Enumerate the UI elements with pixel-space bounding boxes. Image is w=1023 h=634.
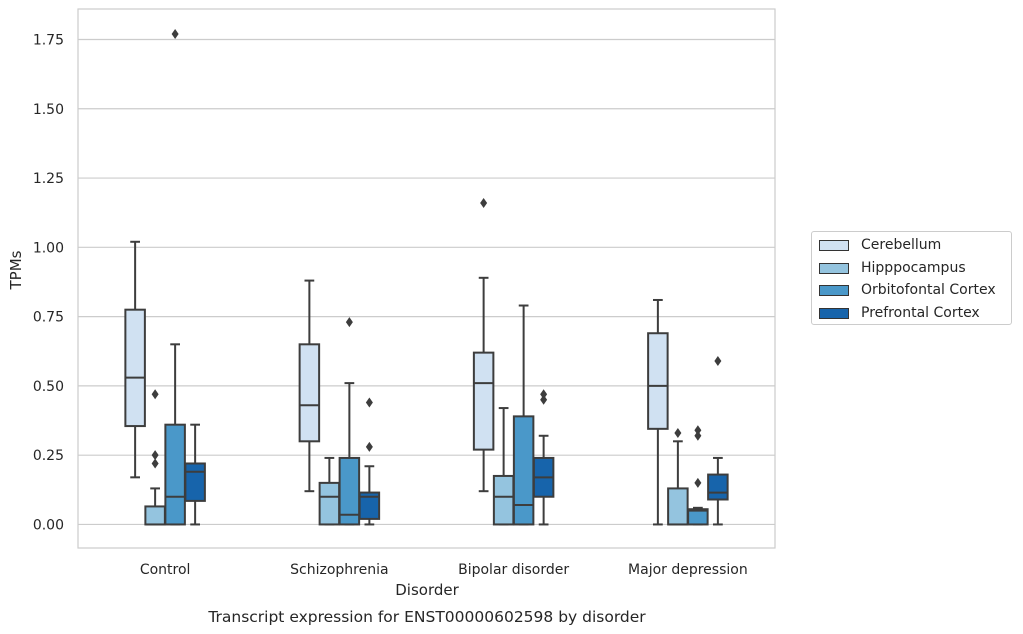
box-cerebellum xyxy=(472,197,495,493)
outlier-point xyxy=(151,389,159,400)
x-tick-label: Major depression xyxy=(628,562,748,578)
box-body xyxy=(338,456,361,526)
box-prefrontal-cortex xyxy=(184,423,206,526)
box-body xyxy=(184,462,206,502)
outlier-point xyxy=(674,427,682,438)
y-tick-label: 1.50 xyxy=(33,102,64,118)
box-body xyxy=(358,491,381,520)
y-tick-label: 0.75 xyxy=(33,310,64,326)
box-body xyxy=(707,473,729,501)
legend-swatch-cerebellum xyxy=(819,239,849,251)
legend-item-hippocampus: Hipppocampus xyxy=(819,259,966,277)
y-tick-label: 1.25 xyxy=(33,171,64,187)
x-axis-label: Disorder xyxy=(395,581,459,599)
box-body xyxy=(472,351,495,451)
x-tick-label: Schizophrenia xyxy=(290,562,388,578)
box-body xyxy=(492,474,515,526)
box-body xyxy=(124,308,146,428)
outlier-point xyxy=(714,355,722,366)
box-prefrontal-cortex xyxy=(532,389,555,526)
box-body xyxy=(687,508,709,526)
y-tick-label: 1.75 xyxy=(33,32,64,48)
y-tick-label: 1.00 xyxy=(33,240,64,256)
box-hipppocampus xyxy=(667,427,689,526)
legend-item-cerebellum: Cerebellum xyxy=(819,236,941,254)
legend-label: Orbitofontal Cortex xyxy=(861,282,996,298)
box-body xyxy=(512,415,535,526)
x-tick-label: Control xyxy=(140,562,191,578)
box-hipppocampus xyxy=(318,456,341,526)
outlier-point xyxy=(480,197,488,208)
legend-label: Prefrontal Cortex xyxy=(861,305,980,321)
box-cerebellum xyxy=(298,279,321,493)
box-body xyxy=(647,332,669,430)
chart-caption: Transcript expression for ENST0000060259… xyxy=(207,608,646,626)
outlier-point xyxy=(694,425,702,436)
box-body xyxy=(318,481,341,526)
outlier-point xyxy=(171,28,179,39)
legend: Cerebellum Hipppocampus Orbitofontal Cor… xyxy=(811,231,1012,325)
legend-item-orbitofrontal-cortex: Orbitofontal Cortex xyxy=(819,281,996,299)
legend-swatch-orbitofrontal-cortex xyxy=(819,284,849,296)
box-orbitofontal-cortex xyxy=(512,304,535,526)
box-prefrontal-cortex xyxy=(358,397,381,526)
box-prefrontal-cortex xyxy=(707,355,729,526)
box-cerebellum xyxy=(124,240,146,479)
legend-label: Cerebellum xyxy=(861,237,942,253)
legend-item-prefrontal-cortex: Prefrontal Cortex xyxy=(819,304,980,322)
y-tick-label: 0.50 xyxy=(33,379,64,395)
y-axis-label: TPMs xyxy=(7,250,25,290)
outlier-point xyxy=(540,389,548,400)
outlier-point xyxy=(540,394,548,405)
y-tick-label: 0.00 xyxy=(33,517,64,533)
box-body xyxy=(667,487,689,526)
box-orbitofontal-cortex xyxy=(164,28,186,526)
outlier-point xyxy=(694,430,702,441)
legend-swatch-prefrontal-cortex xyxy=(819,307,849,319)
y-axis-ticks: 0.00 0.25 0.50 0.75 1.00 1.25 1.50 1.75 xyxy=(33,32,64,533)
box-body xyxy=(164,423,186,526)
x-tick-label: Bipolar disorder xyxy=(458,562,569,578)
plot-frame xyxy=(77,8,776,549)
y-tick-label: 0.25 xyxy=(33,448,64,464)
box-hipppocampus xyxy=(144,389,166,526)
boxes xyxy=(124,28,729,526)
box-orbitofontal-cortex xyxy=(687,425,709,526)
box-cerebellum xyxy=(647,298,669,526)
box-hipppocampus xyxy=(492,407,515,526)
box-body xyxy=(298,343,321,443)
outlier-point xyxy=(345,317,353,328)
outlier-point xyxy=(365,397,373,408)
box-body xyxy=(144,505,166,526)
legend-swatch-hippocampus xyxy=(819,262,849,274)
outlier-point xyxy=(151,450,159,461)
outlier-point xyxy=(365,441,373,452)
outlier-point xyxy=(694,477,702,488)
x-axis-ticks: Control Schizophrenia Bipolar disorder Majo… xyxy=(140,562,748,578)
legend-label: Hipppocampus xyxy=(861,260,966,276)
outlier-point xyxy=(151,458,159,469)
box-orbitofontal-cortex xyxy=(338,317,361,526)
